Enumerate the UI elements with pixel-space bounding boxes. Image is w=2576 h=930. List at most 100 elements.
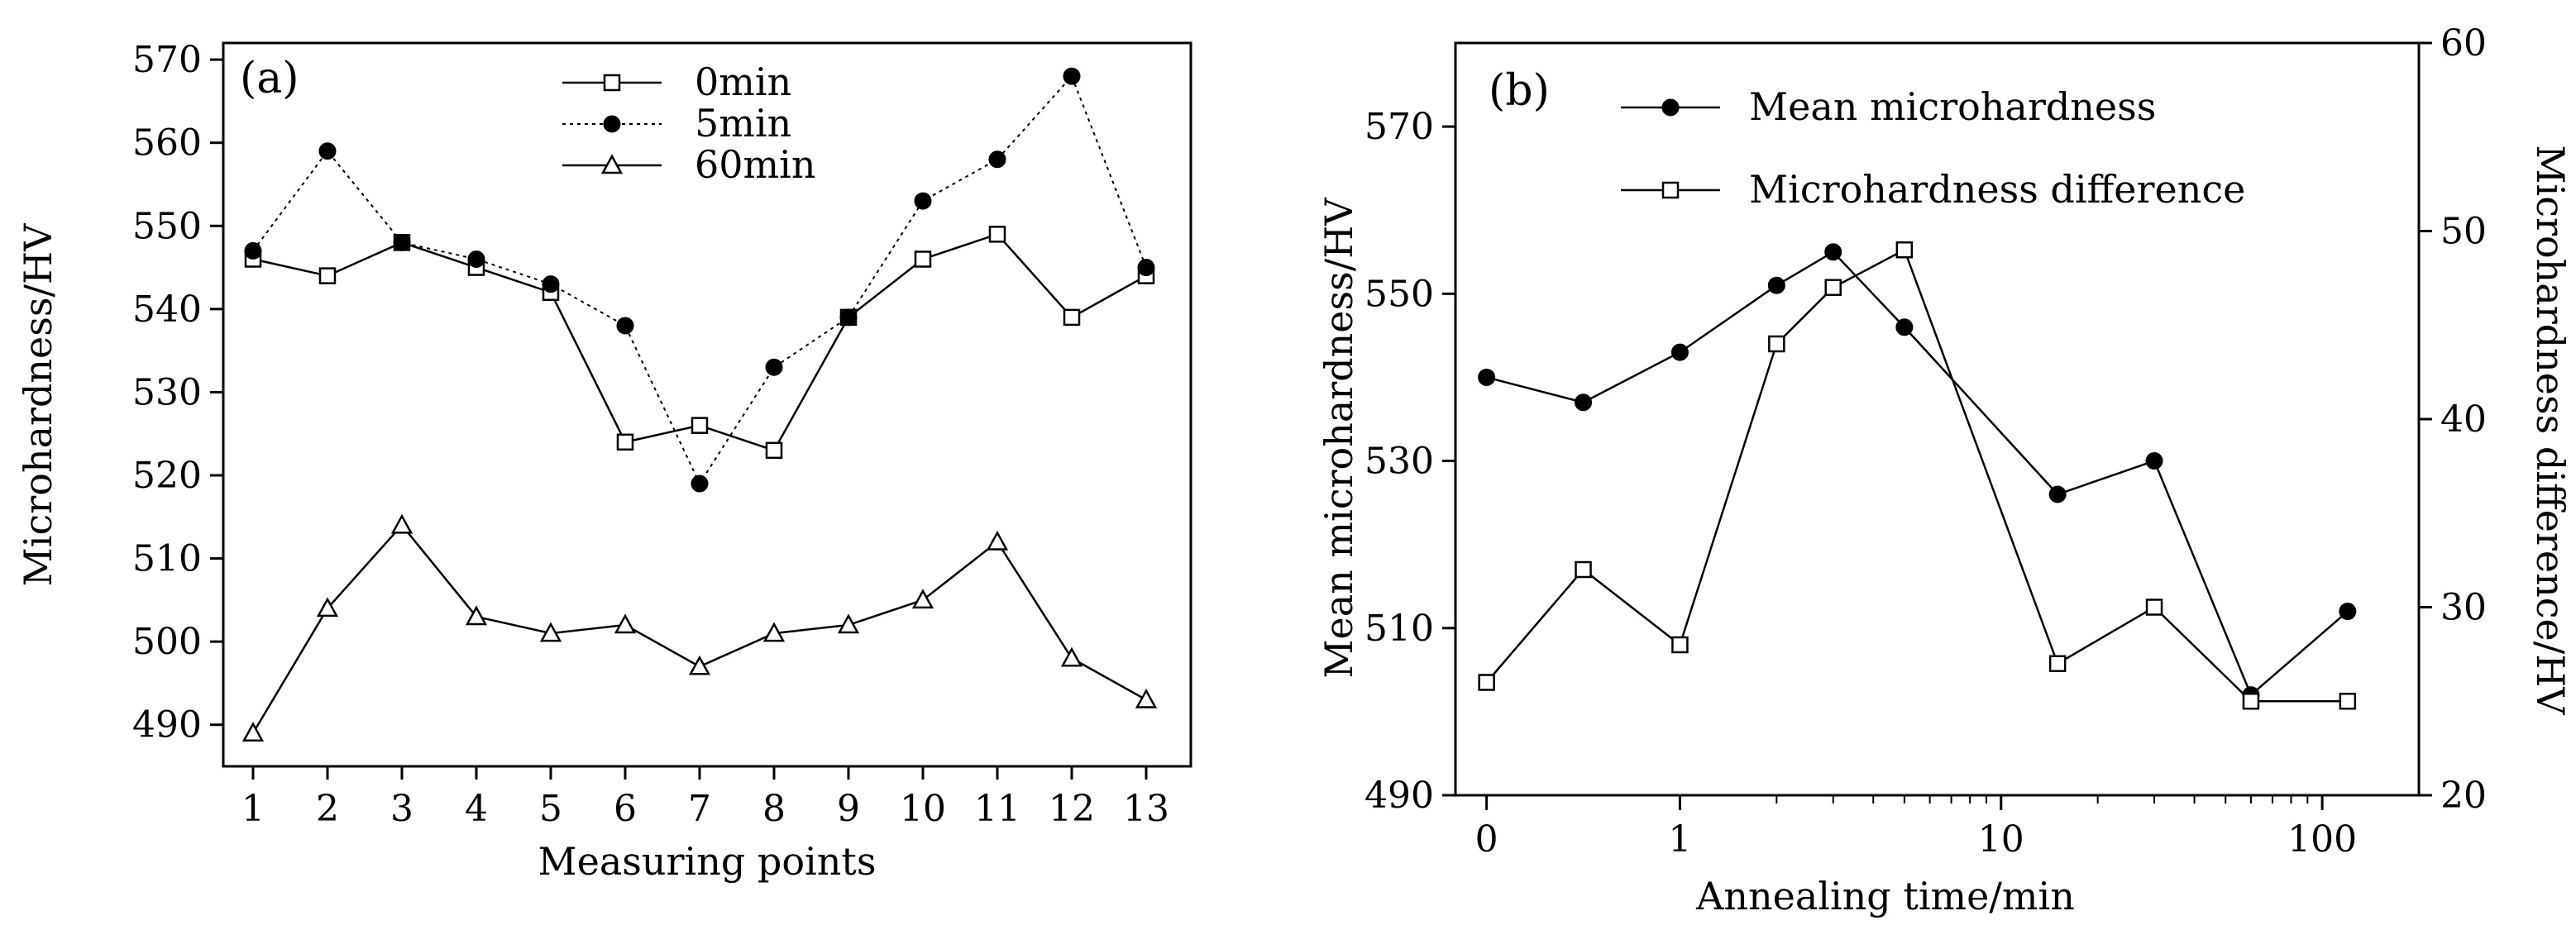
b-yr-tick-label: 60 xyxy=(2440,22,2487,64)
a-point-5min xyxy=(467,250,485,268)
a-y-tick-label: 540 xyxy=(132,289,202,331)
panel-a-frame xyxy=(222,41,1192,768)
a-x-tick-label: 9 xyxy=(837,788,860,830)
b-point xyxy=(1824,243,1842,261)
b-point xyxy=(2048,655,2067,672)
a-point-60min xyxy=(465,605,488,626)
b-x-tick-label: 1 xyxy=(1668,818,1691,861)
panel-b-ylabel-left: Mean microhardness/HV xyxy=(1317,198,1361,679)
b-point xyxy=(1670,343,1689,361)
b-yr-tick-label: 50 xyxy=(2440,211,2487,253)
panel-a: 1 2 3 4 5 6 7 8 9 10 11 12 13 4905005105205305405505… xyxy=(16,39,1192,884)
a-y-tick-label: 510 xyxy=(132,538,202,580)
a-point-60min xyxy=(316,597,339,618)
a-point-5min xyxy=(1063,67,1081,85)
a-point-5min xyxy=(765,358,783,376)
b-point xyxy=(1575,393,1593,412)
a-legend-marker xyxy=(603,74,621,92)
a-point-0min xyxy=(914,250,932,268)
a-point-5min xyxy=(393,233,411,251)
panel-a-ylabel: Microhardness/HV xyxy=(16,223,60,586)
a-x-tick-label: 13 xyxy=(1123,788,1169,830)
b-point xyxy=(1767,276,1785,294)
a-y-tick-label: 570 xyxy=(132,39,202,81)
a-point-0min xyxy=(765,441,783,460)
a-x-tick-label: 12 xyxy=(1049,788,1095,830)
b-yl-tick-label: 570 xyxy=(1364,106,1434,148)
a-x-tick-label: 11 xyxy=(974,788,1020,830)
a-y-tick-label: 550 xyxy=(132,205,202,247)
a-point-60min xyxy=(241,722,265,742)
a-point-5min xyxy=(616,317,634,335)
b-point xyxy=(2145,599,2163,616)
panel-a-xlabel: Measuring points xyxy=(538,839,877,884)
b-x-tick-label: 100 xyxy=(2287,818,2357,861)
a-point-60min xyxy=(539,622,562,642)
a-point-0min xyxy=(318,267,337,284)
a-point-60min xyxy=(762,622,786,642)
a-point-5min xyxy=(1137,259,1155,277)
panel-b-tag: (b) xyxy=(1489,66,1550,116)
a-point-0min xyxy=(616,433,634,451)
a-x-tick-label: 10 xyxy=(900,788,946,830)
b-series-line xyxy=(1486,250,2349,697)
a-x-tick-label: 5 xyxy=(539,788,562,830)
b-yr-tick-label: 40 xyxy=(2440,398,2487,441)
b-point xyxy=(2339,603,2357,621)
a-y-tick-label: 500 xyxy=(132,621,202,663)
a-legend-marker xyxy=(600,154,624,174)
a-x-tick-label: 6 xyxy=(614,788,637,830)
a-x-tick-label: 1 xyxy=(241,788,265,830)
a-legend-label: 0min xyxy=(695,60,791,104)
a-point-5min xyxy=(914,192,932,210)
b-point xyxy=(2339,693,2357,710)
a-point-60min xyxy=(911,589,934,609)
a-point-5min xyxy=(839,308,858,327)
a-y-tick-label: 490 xyxy=(132,704,202,746)
b-yl-tick-label: 550 xyxy=(1364,273,1434,315)
b-point xyxy=(1478,368,1496,386)
b-legend-label: Mean microhardness xyxy=(1749,84,2156,129)
a-point-60min xyxy=(1060,646,1083,667)
a-point-60min xyxy=(837,613,860,634)
a-point-5min xyxy=(318,142,337,160)
b-point xyxy=(1671,636,1689,654)
b-yr-tick-label: 30 xyxy=(2440,587,2487,629)
a-point-5min xyxy=(988,150,1006,169)
a-point-0min xyxy=(1063,308,1081,327)
b-point xyxy=(2242,693,2260,710)
b-point xyxy=(1895,241,1914,259)
b-yl-tick-label: 490 xyxy=(1364,775,1434,817)
panel-b-legend: Mean microhardness Microhardness differen… xyxy=(1621,84,2245,212)
b-legend-marker xyxy=(1661,98,1680,117)
a-y-tick-label: 520 xyxy=(132,455,202,497)
b-yl-tick-label: 510 xyxy=(1364,608,1434,650)
b-point xyxy=(2145,452,2163,470)
a-point-5min xyxy=(691,475,709,493)
a-point-5min xyxy=(542,275,560,293)
a-series-line-60min xyxy=(251,523,1147,734)
a-point-5min xyxy=(244,241,262,260)
b-point xyxy=(2048,485,2067,503)
b-series-line xyxy=(1485,248,2348,703)
a-point-60min xyxy=(986,530,1009,551)
panel-b-frame xyxy=(1454,41,2421,797)
b-point xyxy=(1575,560,1592,579)
a-legend-label: 5min xyxy=(695,101,791,145)
b-point xyxy=(1478,674,1495,691)
b-x-tick-label: 0 xyxy=(1475,818,1498,861)
b-yr-tick-label: 20 xyxy=(2440,775,2487,817)
a-y-tick-label: 530 xyxy=(132,371,202,413)
a-point-0min xyxy=(691,417,709,434)
b-legend-label: Microhardness difference xyxy=(1749,167,2245,212)
a-x-tick-label: 7 xyxy=(688,788,711,830)
a-x-tick-label: 2 xyxy=(316,788,339,830)
panel-b: 0 1 10 100 490 510 530 550 570 20 30 40 50 60 (b) A… xyxy=(1317,22,2573,918)
panel-b-xlabel: Annealing time/min xyxy=(1695,874,2075,918)
a-point-60min xyxy=(688,655,711,675)
b-yl-tick-label: 530 xyxy=(1364,441,1434,483)
a-x-tick-label: 3 xyxy=(390,788,413,830)
b-point xyxy=(1824,279,1842,296)
